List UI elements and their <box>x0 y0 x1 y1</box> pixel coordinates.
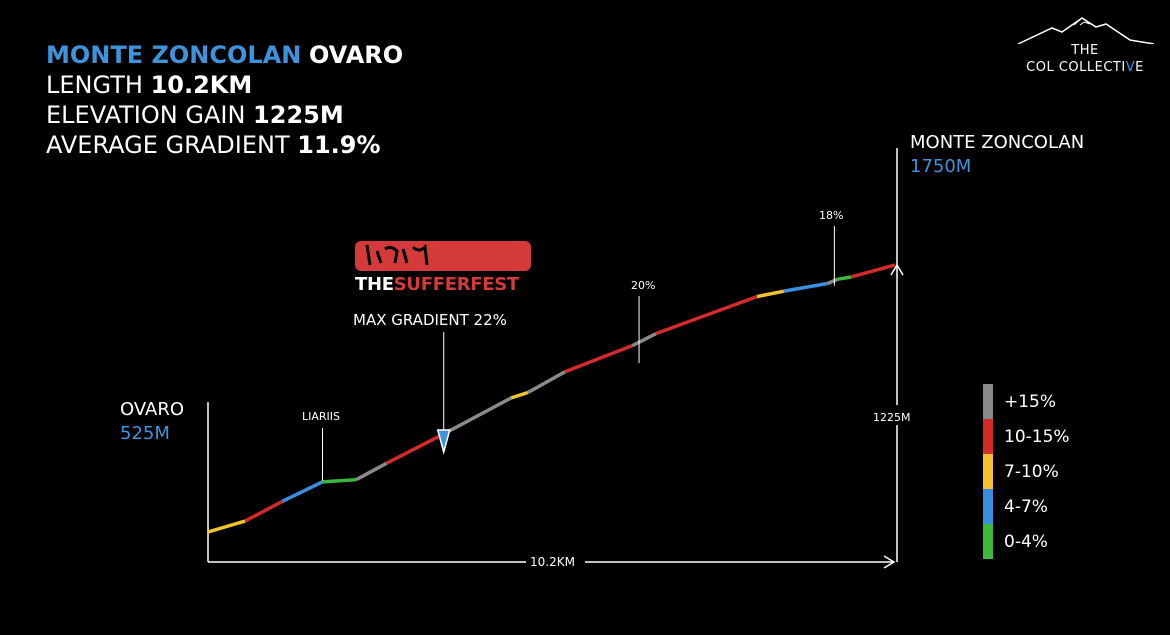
legend-swatch <box>983 524 993 559</box>
length-value: 10.2KM <box>150 71 253 99</box>
profile-segment-8 <box>527 370 566 395</box>
sufferfest-badge: THESUFFERFEST <box>355 241 531 295</box>
gain-axis-label: 1225M <box>873 411 911 424</box>
average-gradient-label: AVERAGE GRADIENT <box>46 131 290 159</box>
average-gradient-row: AVERAGE GRADIENT 11.9% <box>46 130 403 160</box>
logo-line2-a: COL COLLECTI <box>1026 60 1126 75</box>
logo-line2-v: V <box>1125 60 1136 75</box>
legend-label: 4-7% <box>1004 497 1048 517</box>
profile-segment-0 <box>207 519 246 534</box>
gain-axis-arrow-icon <box>890 263 904 276</box>
annotation-leader-lines <box>322 226 835 481</box>
profile-segment-5 <box>385 432 445 465</box>
legend-swatch <box>983 489 993 524</box>
length-row: LENGTH 10.2KM <box>46 70 403 100</box>
elevation-gain-label: ELEVATION GAIN <box>46 101 246 129</box>
profile-segment-10 <box>631 332 657 348</box>
profile-segment-14 <box>826 277 839 286</box>
profile-segment-16 <box>850 263 896 279</box>
legend-swatch <box>983 384 993 419</box>
climb-summary: MONTE ZONCOLAN OVARO LENGTH 10.2KM ELEVA… <box>46 40 403 160</box>
annotation-20-percent: 20% <box>631 279 656 292</box>
profile-segments <box>207 263 896 534</box>
logo-line2-b: E <box>1135 60 1144 75</box>
climb-title-row: MONTE ZONCOLAN OVARO <box>46 40 403 70</box>
sufferfest-wordmark-b: SUFFERFEST <box>393 274 519 295</box>
profile-segment-7 <box>510 390 529 400</box>
sufferfest-wordmark-a: THE <box>355 274 394 295</box>
average-gradient-value: 11.9% <box>297 131 381 159</box>
sufferfest-wordmark: THESUFFERFEST <box>355 274 531 295</box>
legend-swatch <box>983 454 993 489</box>
legend-label: +15% <box>1004 392 1057 412</box>
start-town: OVARO <box>309 41 404 69</box>
elevation-gain-value: 1225M <box>253 101 344 129</box>
chart-axes <box>207 148 904 569</box>
legend-label: 10-15% <box>1004 427 1070 447</box>
profile-segment-3 <box>322 477 357 484</box>
profile-segment-15 <box>837 275 852 281</box>
summit-elevation: 1750M <box>910 156 972 177</box>
col-collective-logo: THE COL COLLECTIVE <box>1010 14 1160 80</box>
legend-swatch <box>983 419 993 454</box>
distance-axis-arrow-icon <box>883 555 896 569</box>
max-gradient-arrow-icon <box>436 429 451 455</box>
logo-line2: COL COLLECTIVE <box>1010 60 1160 75</box>
profile-segment-13 <box>783 281 828 293</box>
profile-segment-1 <box>244 499 283 523</box>
climb-name: MONTE ZONCOLAN <box>46 41 302 69</box>
rider-silhouettes-icon <box>365 243 429 266</box>
profile-segment-9 <box>564 344 633 374</box>
profile-segment-12 <box>756 289 785 299</box>
start-name: OVARO <box>120 399 185 420</box>
annotation-liariis: LIARIIS <box>302 410 341 423</box>
legend-label: 0-4% <box>1004 532 1048 552</box>
profile-segment-6 <box>442 396 512 436</box>
profile-segment-2 <box>281 480 324 504</box>
legend-label: 7-10% <box>1004 462 1059 482</box>
summit-name: MONTE ZONCOLAN <box>910 132 1085 153</box>
start-elevation: 525M <box>120 423 170 444</box>
logo-line1: THE <box>1071 43 1099 58</box>
distance-axis-label: 10.2KM <box>530 555 575 569</box>
summit-label: MONTE ZONCOLAN 1750M <box>910 131 1084 179</box>
max-gradient-label: MAX GRADIENT 22% <box>353 311 507 329</box>
length-label: LENGTH <box>46 71 143 99</box>
start-label: OVARO 525M <box>120 398 184 446</box>
sufferfest-banner <box>355 241 531 271</box>
elevation-gain-row: ELEVATION GAIN 1225M <box>46 100 403 130</box>
profile-segment-11 <box>655 294 758 336</box>
profile-segment-4 <box>355 461 388 482</box>
mountain-logo-icon <box>1017 17 1155 45</box>
annotation-18-percent: 18% <box>819 209 844 222</box>
